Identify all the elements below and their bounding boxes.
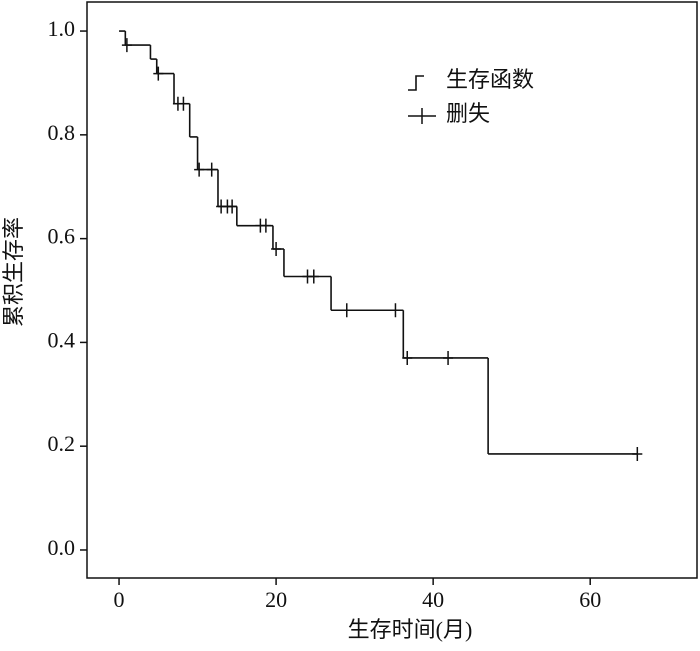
y-tick-label: 0.2	[48, 431, 76, 456]
y-tick-label: 0.6	[48, 224, 76, 249]
x-tick-label: 60	[579, 587, 601, 612]
censor-mark	[271, 242, 282, 257]
y-tick-label: 0.8	[48, 120, 76, 145]
legend-symbol	[408, 108, 436, 124]
x-tick-label: 0	[114, 587, 125, 612]
legend-symbol	[408, 75, 424, 91]
x-axis-label: 生存时间(月)	[348, 617, 473, 642]
censor-mark	[178, 96, 189, 111]
censor-mark	[390, 303, 401, 318]
censor-mark	[632, 446, 643, 461]
censor-mark	[121, 38, 132, 53]
x-tick-label: 20	[265, 587, 287, 612]
y-tick-label: 1.0	[48, 16, 76, 41]
censor-mark	[227, 199, 238, 214]
plot-frame	[86, 1, 698, 579]
y-tick-label: 0.4	[48, 327, 76, 352]
censor-mark	[402, 350, 413, 365]
legend-label: 生存函数	[446, 67, 534, 92]
censor-mark	[341, 303, 352, 318]
censor-mark	[206, 162, 217, 177]
censor-mark	[308, 269, 319, 284]
legend-label: 删失	[446, 101, 490, 126]
y-axis-label: 累积生存率	[1, 217, 26, 327]
y-tick-label: 0.0	[48, 535, 76, 560]
censor-mark	[194, 162, 205, 177]
censor-mark	[443, 350, 454, 365]
x-tick-label: 40	[422, 587, 444, 612]
censor-mark	[153, 66, 164, 81]
censor-mark	[260, 218, 271, 233]
